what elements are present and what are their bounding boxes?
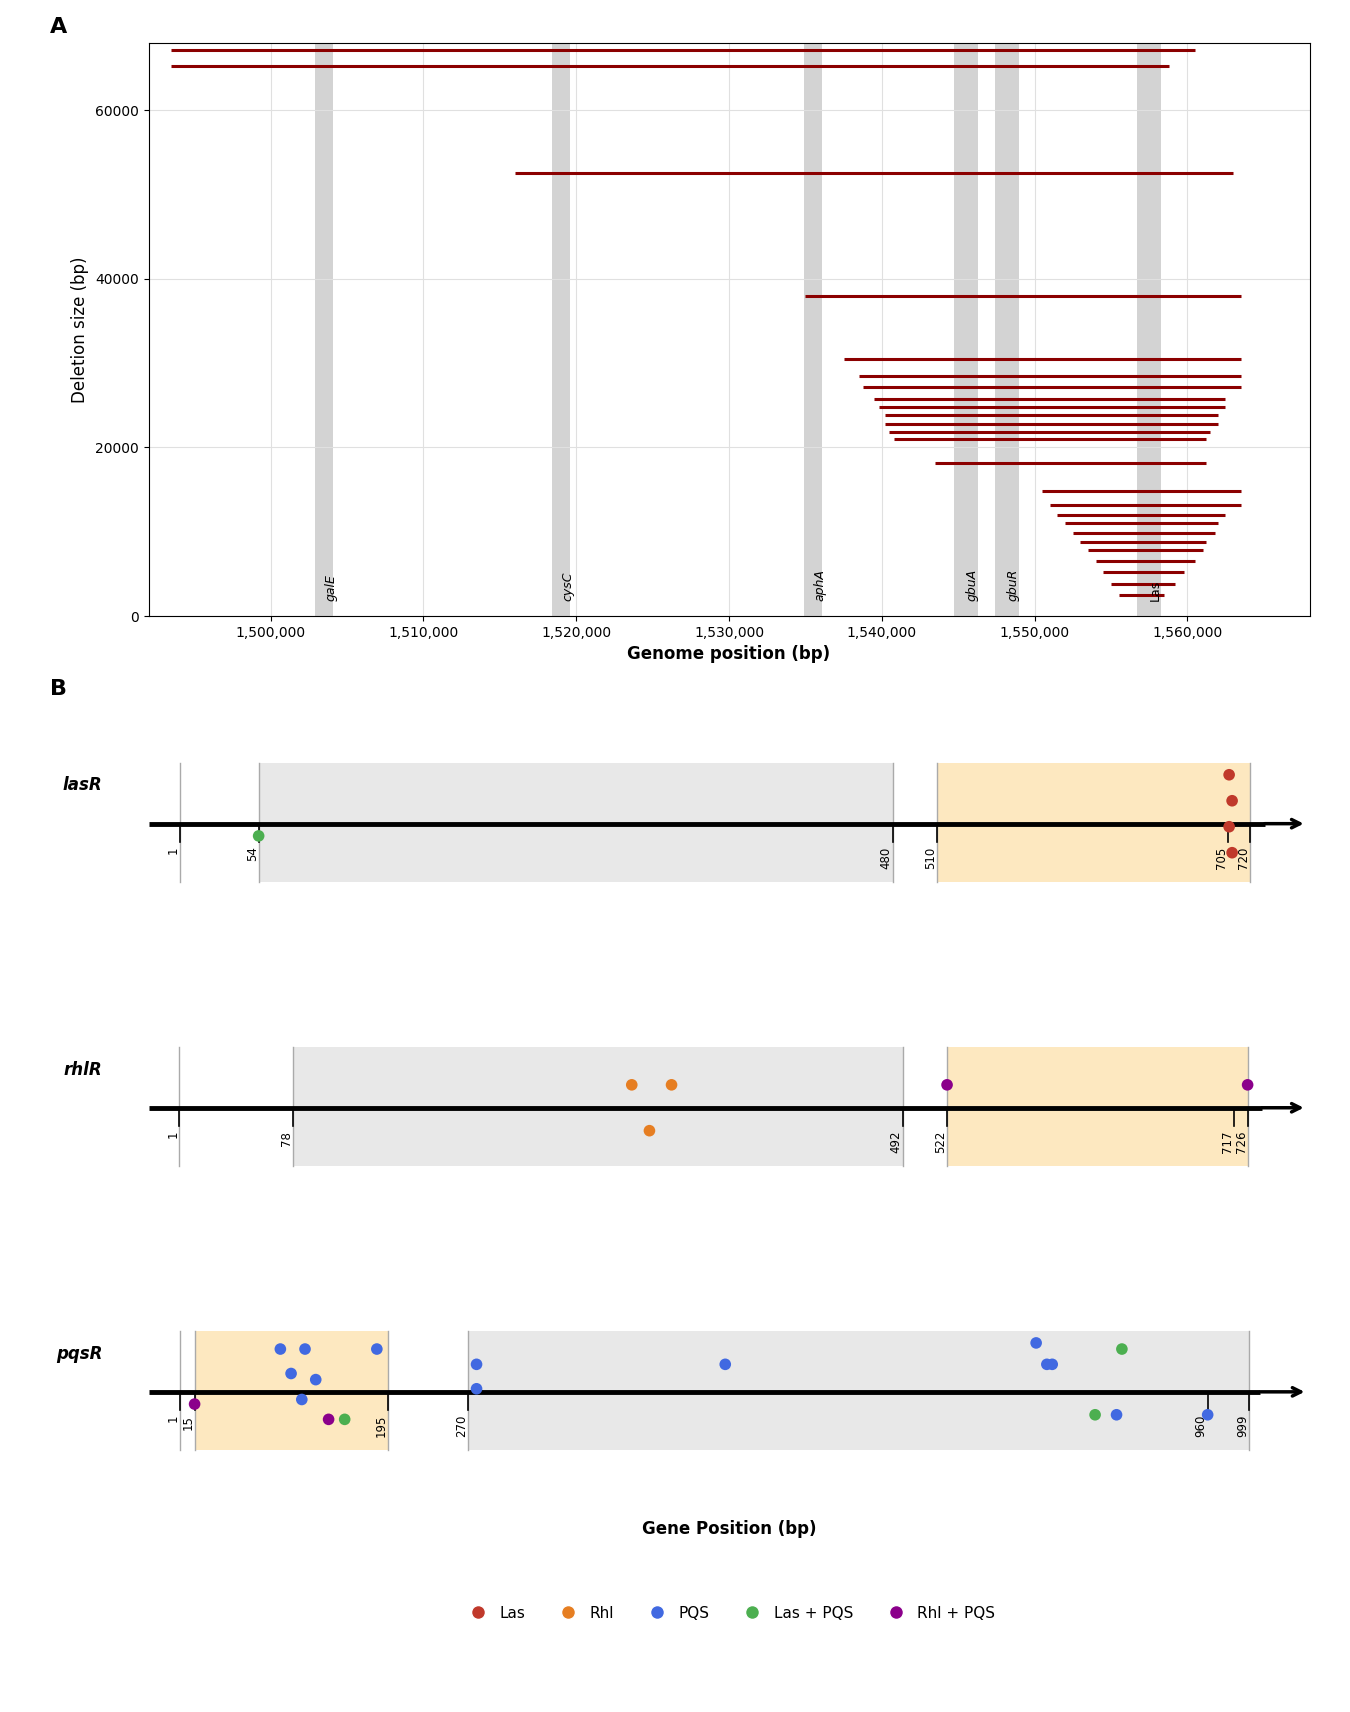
Point xyxy=(1218,762,1239,789)
Text: 705: 705 xyxy=(1215,847,1227,870)
Text: galE: galE xyxy=(324,574,338,601)
Point xyxy=(1041,1351,1062,1378)
Text: 1: 1 xyxy=(167,847,180,854)
Point xyxy=(248,822,270,849)
Point xyxy=(621,1072,643,1099)
Bar xyxy=(293,1046,903,1166)
Bar xyxy=(259,762,892,882)
Point xyxy=(639,1116,660,1144)
Text: 195: 195 xyxy=(374,1414,387,1436)
Text: 522: 522 xyxy=(934,1130,948,1154)
Text: 720: 720 xyxy=(1237,847,1250,870)
Text: B: B xyxy=(50,680,66,700)
Text: 270: 270 xyxy=(455,1414,468,1436)
Point xyxy=(1218,813,1239,841)
Point xyxy=(466,1375,487,1402)
Point xyxy=(714,1351,736,1378)
Point xyxy=(317,1406,339,1433)
Bar xyxy=(995,43,1019,616)
Text: 717: 717 xyxy=(1222,1130,1234,1154)
Bar xyxy=(468,1330,1250,1450)
Point xyxy=(1084,1400,1106,1428)
Text: 1: 1 xyxy=(166,1130,180,1138)
Point xyxy=(1197,1400,1219,1428)
Text: Las: Las xyxy=(1149,580,1162,601)
Text: cysC: cysC xyxy=(562,572,574,601)
Text: Gene Position (bp): Gene Position (bp) xyxy=(641,1520,817,1537)
Text: 1: 1 xyxy=(166,1414,180,1423)
Point xyxy=(1222,788,1243,815)
Point xyxy=(281,1359,302,1387)
Point xyxy=(366,1335,387,1363)
Point xyxy=(1111,1335,1133,1363)
Text: A: A xyxy=(50,17,68,38)
Point xyxy=(305,1366,327,1394)
Point xyxy=(294,1335,316,1363)
Text: 510: 510 xyxy=(925,847,937,870)
Point xyxy=(333,1406,355,1433)
Text: 960: 960 xyxy=(1195,1414,1208,1436)
Bar xyxy=(315,43,333,616)
Point xyxy=(184,1390,205,1418)
Text: 78: 78 xyxy=(279,1130,293,1145)
Point xyxy=(660,1072,682,1099)
Bar xyxy=(194,1330,387,1450)
Bar xyxy=(948,1046,1247,1166)
Text: gbuA: gbuA xyxy=(965,568,979,601)
Text: 54: 54 xyxy=(246,847,259,861)
Bar xyxy=(803,43,822,616)
Text: 726: 726 xyxy=(1235,1130,1247,1154)
Point xyxy=(937,1072,958,1099)
Text: gbuR: gbuR xyxy=(1007,568,1021,601)
Point xyxy=(1237,1072,1258,1099)
X-axis label: Genome position (bp): Genome position (bp) xyxy=(628,645,830,663)
Point xyxy=(1026,1329,1048,1356)
Text: rhlR: rhlR xyxy=(63,1060,103,1079)
Bar xyxy=(953,43,977,616)
Y-axis label: Deletion size (bp): Deletion size (bp) xyxy=(72,257,89,402)
Bar xyxy=(552,43,570,616)
Text: pqsR: pqsR xyxy=(55,1344,103,1363)
Bar xyxy=(1137,43,1161,616)
Text: 999: 999 xyxy=(1237,1414,1250,1438)
Point xyxy=(270,1335,292,1363)
Text: 480: 480 xyxy=(880,847,892,870)
Text: aphA: aphA xyxy=(813,568,826,601)
Bar xyxy=(937,762,1250,882)
Point xyxy=(1222,839,1243,866)
Point xyxy=(1035,1351,1057,1378)
Text: lasR: lasR xyxy=(62,777,103,794)
Point xyxy=(292,1385,313,1412)
Point xyxy=(1106,1400,1127,1428)
Text: 492: 492 xyxy=(890,1130,903,1154)
Point xyxy=(466,1351,487,1378)
Text: 15: 15 xyxy=(182,1414,194,1430)
Legend: Las, Rhl, PQS, Las + PQS, Rhl + PQS: Las, Rhl, PQS, Las + PQS, Rhl + PQS xyxy=(456,1599,1002,1626)
